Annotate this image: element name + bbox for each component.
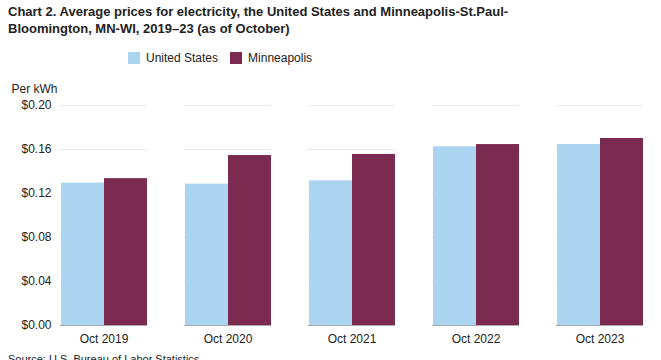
svg-text:$0.20: $0.20: [21, 98, 51, 112]
svg-text:$0.00: $0.00: [21, 318, 51, 332]
svg-text:Oct 2022: Oct 2022: [452, 332, 501, 346]
svg-text:$0.12: $0.12: [21, 186, 51, 200]
html-text:United States: United States: [146, 51, 218, 66]
svg-text:$0.16: $0.16: [21, 142, 51, 156]
svg-text:Per kWh: Per kWh: [12, 82, 58, 96]
html-text:Minneapolis: Minneapolis: [248, 51, 313, 66]
svg-text:$0.08: $0.08: [21, 230, 51, 244]
html-text:Chart 2. Average prices for el: Chart 2. Average prices for electricity,…: [8, 4, 509, 36]
svg-text:Oct 2020: Oct 2020: [204, 332, 253, 346]
svg-text:Oct 2019: Oct 2019: [80, 332, 129, 346]
svg-text:$0.04: $0.04: [21, 274, 51, 288]
svg-text:Oct 2023: Oct 2023: [576, 332, 625, 346]
svg-text:Oct 2021: Oct 2021: [328, 332, 377, 346]
